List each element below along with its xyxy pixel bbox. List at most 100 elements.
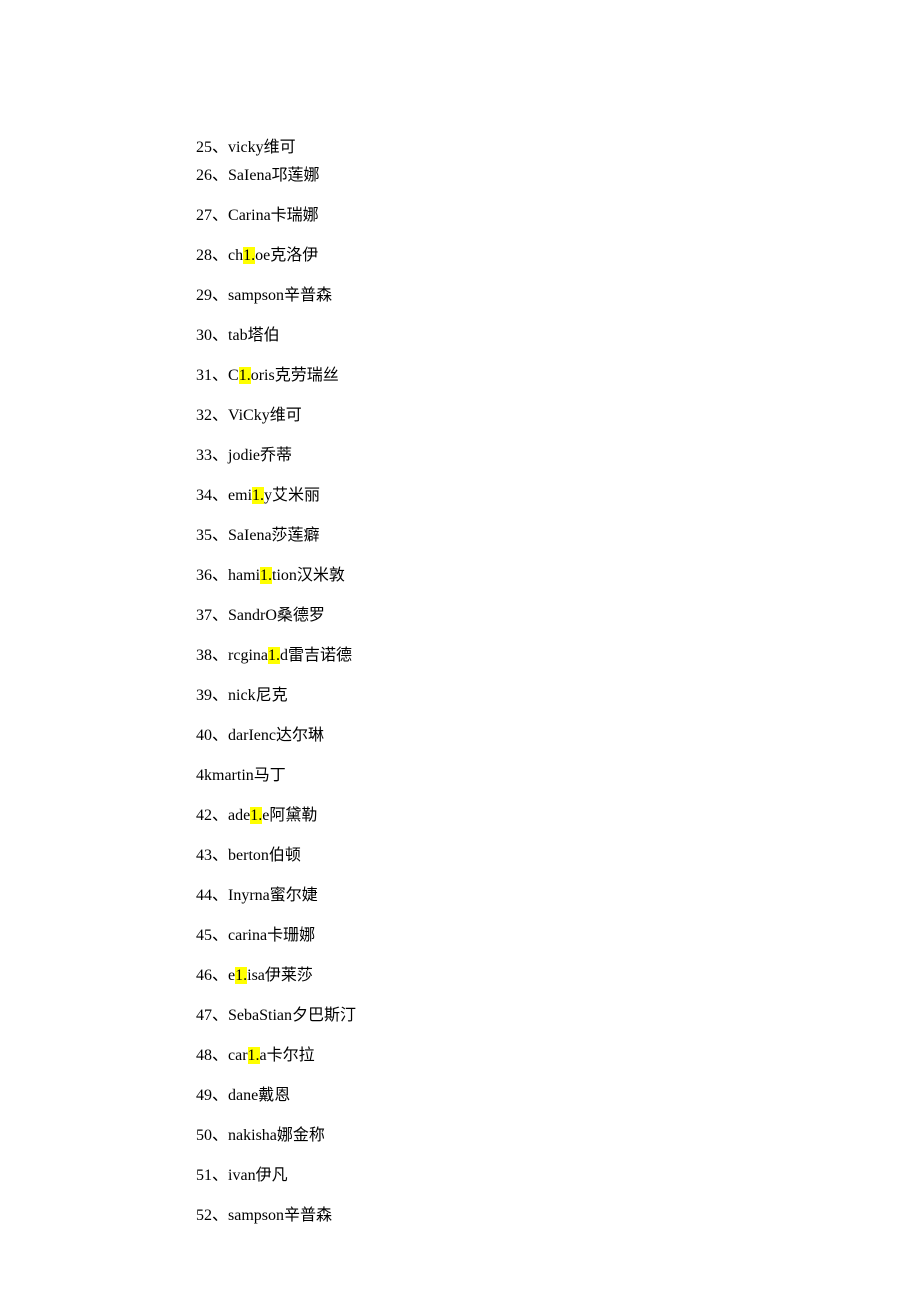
item-number: 31 [196, 367, 212, 384]
highlight: 1. [250, 807, 262, 824]
item-number: 25 [196, 139, 212, 156]
item-number: 30 [196, 327, 212, 344]
item-separator: 、 [212, 167, 228, 184]
item-number: 40 [196, 727, 212, 744]
item-text-pre: Carina卡瑞娜 [228, 207, 319, 224]
highlight: 1. [239, 367, 251, 384]
list-item: 38、rcgina1.d雷吉诺德 [196, 648, 920, 664]
item-text-pre: nakisha娜金称 [228, 1127, 325, 1144]
item-number: 44 [196, 887, 212, 904]
item-text-pre: SaIena邛莲娜 [228, 167, 320, 184]
item-number: 27 [196, 207, 212, 224]
item-separator: 、 [212, 327, 228, 344]
item-separator: 、 [212, 447, 228, 464]
list-item: 33、jodie乔蒂 [196, 448, 920, 464]
item-number: 43 [196, 847, 212, 864]
list-item: 32、ViCky维可 [196, 408, 920, 424]
item-text-pre: SandrO桑德罗 [228, 607, 325, 624]
highlight: 1. [243, 247, 255, 264]
list-item: 29、sampson辛普森 [196, 288, 920, 304]
list-item: 30、tab塔伯 [196, 328, 920, 344]
item-separator: 、 [212, 527, 228, 544]
item-text-post: oris克劳瑞丝 [251, 367, 339, 384]
item-separator: 、 [212, 1127, 228, 1144]
item-number: 50 [196, 1127, 212, 1144]
item-text-pre: C [228, 367, 239, 384]
name-list: 25、vicky维可26、SaIena邛莲娜27、Carina卡瑞娜28、ch1… [196, 140, 920, 1224]
list-item: 44、Inyrna蜜尔婕 [196, 888, 920, 904]
item-number: 46 [196, 967, 212, 984]
item-text-pre: darIenc达尔琳 [228, 727, 324, 744]
item-separator: 、 [212, 607, 228, 624]
item-separator: 、 [212, 1047, 228, 1064]
item-number: 26 [196, 167, 212, 184]
item-separator: 、 [212, 887, 228, 904]
list-item: 52、sampson辛普森 [196, 1208, 920, 1224]
item-separator: 、 [212, 647, 228, 664]
item-number: 47 [196, 1007, 212, 1024]
item-text-pre: emi [228, 487, 252, 504]
list-item: 37、SandrO桑德罗 [196, 608, 920, 624]
item-text-pre: SebaStian夕巴斯汀 [228, 1007, 356, 1024]
item-number: 32 [196, 407, 212, 424]
list-item: 42、ade1.e阿黛勒 [196, 808, 920, 824]
list-item: 50、nakisha娜金称 [196, 1128, 920, 1144]
item-separator: 、 [212, 367, 228, 384]
item-number: 51 [196, 1167, 212, 1184]
item-number: 49 [196, 1087, 212, 1104]
item-text-pre: berton伯顿 [228, 847, 301, 864]
item-number: 45 [196, 927, 212, 944]
item-number: 36 [196, 567, 212, 584]
list-item: 47、SebaStian夕巴斯汀 [196, 1008, 920, 1024]
item-text-pre: hami [228, 567, 260, 584]
item-separator: 、 [212, 847, 228, 864]
item-separator: 、 [212, 247, 228, 264]
item-text-post: y艾米丽 [264, 487, 320, 504]
item-separator: 、 [212, 967, 228, 984]
item-separator: 、 [212, 1167, 228, 1184]
item-separator: 、 [212, 1087, 228, 1104]
list-item: 25、vicky维可 [196, 140, 920, 156]
item-text-pre: dane戴恩 [228, 1087, 290, 1104]
item-separator: 、 [212, 287, 228, 304]
item-text-pre: carina卡珊娜 [228, 927, 315, 944]
list-item: 45、carina卡珊娜 [196, 928, 920, 944]
item-separator: 、 [212, 487, 228, 504]
item-separator: 、 [212, 927, 228, 944]
item-number: 48 [196, 1047, 212, 1064]
item-text-pre: sampson辛普森 [228, 287, 332, 304]
item-text-post: e阿黛勒 [262, 807, 317, 824]
item-number: 39 [196, 687, 212, 704]
item-number: 38 [196, 647, 212, 664]
item-text-pre: car [228, 1047, 248, 1064]
list-item: 49、dane戴恩 [196, 1088, 920, 1104]
highlight: 1. [235, 967, 247, 984]
item-separator: 、 [212, 567, 228, 584]
list-item: 43、berton伯顿 [196, 848, 920, 864]
item-text-pre: ade [228, 807, 250, 824]
item-number: 37 [196, 607, 212, 624]
item-separator: 、 [212, 807, 228, 824]
item-text-pre: ivan伊凡 [228, 1167, 288, 1184]
item-text-pre: nick尼克 [228, 687, 288, 704]
item-number: 33 [196, 447, 212, 464]
item-text-post: tion汉米敦 [272, 567, 345, 584]
item-text-pre: jodie乔蒂 [228, 447, 292, 464]
item-text-pre: ch [228, 247, 243, 264]
item-text-post: isa伊莱莎 [247, 967, 313, 984]
item-text-pre: sampson辛普森 [228, 1207, 332, 1224]
list-item: 31、C1.oris克劳瑞丝 [196, 368, 920, 384]
list-item: 39、nick尼克 [196, 688, 920, 704]
item-text-pre: Inyrna蜜尔婕 [228, 887, 318, 904]
highlight: 1. [268, 647, 280, 664]
list-item: 27、Carina卡瑞娜 [196, 208, 920, 224]
item-separator: 、 [212, 139, 228, 156]
item-separator: 、 [212, 1207, 228, 1224]
list-item: 40、darIenc达尔琳 [196, 728, 920, 744]
item-text-post: a卡尔拉 [260, 1047, 315, 1064]
item-separator: 、 [212, 407, 228, 424]
list-item: 28、ch1.oe克洛伊 [196, 248, 920, 264]
list-item: 48、car1.a卡尔拉 [196, 1048, 920, 1064]
item-separator: 、 [212, 1007, 228, 1024]
list-item: 51、ivan伊凡 [196, 1168, 920, 1184]
